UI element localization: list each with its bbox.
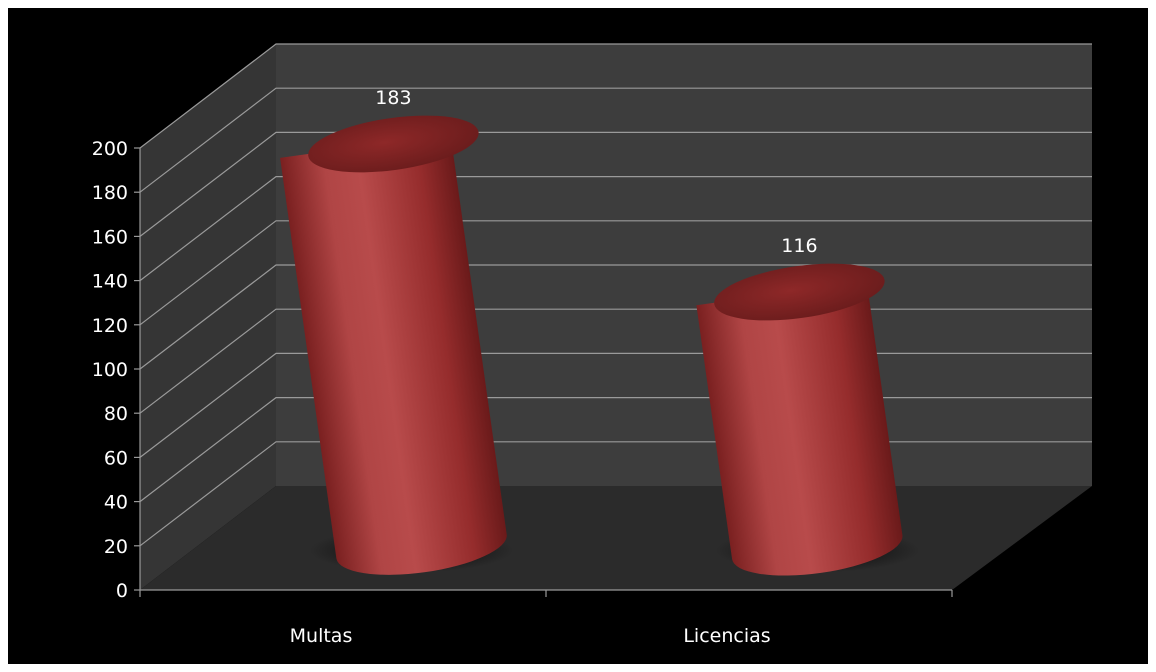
x-category-label: Multas bbox=[290, 625, 353, 647]
y-tick-label: 160 bbox=[92, 226, 128, 248]
gridline bbox=[139, 131, 1092, 237]
data-label: 183 bbox=[375, 87, 411, 109]
y-tick-labels: 0 20 40 60 80 100 120 140 160 180 200 bbox=[92, 138, 128, 602]
y-tick-label: 100 bbox=[92, 359, 128, 381]
y-tick-label: 200 bbox=[92, 138, 128, 160]
gridline bbox=[139, 43, 1092, 149]
data-label: 116 bbox=[781, 235, 817, 257]
bar-licencias: 116 bbox=[696, 235, 920, 576]
y-tick-label: 180 bbox=[92, 182, 128, 204]
bar-chart: 0 20 40 60 80 100 120 140 160 180 200 183 116 Multa… bbox=[92, 43, 1092, 647]
floor bbox=[140, 486, 1092, 590]
y-tick-label: 120 bbox=[92, 315, 128, 337]
y-tick-label: 60 bbox=[104, 447, 128, 469]
bar-top bbox=[308, 115, 479, 173]
gridline bbox=[139, 220, 1092, 326]
y-tick-label: 80 bbox=[104, 403, 128, 425]
x-category-labels: Multas Licencias bbox=[290, 625, 771, 647]
y-tick-label: 140 bbox=[92, 271, 128, 293]
y-tick-label: 20 bbox=[104, 536, 128, 558]
x-category-label: Licencias bbox=[683, 625, 770, 647]
bar-body bbox=[280, 133, 507, 575]
bar-top bbox=[714, 263, 885, 321]
chart-frame: 0 20 40 60 80 100 120 140 160 180 200 183 116 Multa… bbox=[8, 8, 1148, 664]
axes bbox=[134, 147, 953, 597]
bar-multas: 183 bbox=[280, 87, 514, 575]
gridline bbox=[139, 176, 1092, 282]
y-tick-label: 40 bbox=[104, 492, 128, 514]
bars: 183 116 bbox=[280, 87, 920, 576]
chart-walls bbox=[140, 44, 1092, 590]
y-tick-label: 0 bbox=[116, 580, 128, 602]
bar-body bbox=[696, 281, 903, 576]
gridline bbox=[139, 87, 1092, 193]
